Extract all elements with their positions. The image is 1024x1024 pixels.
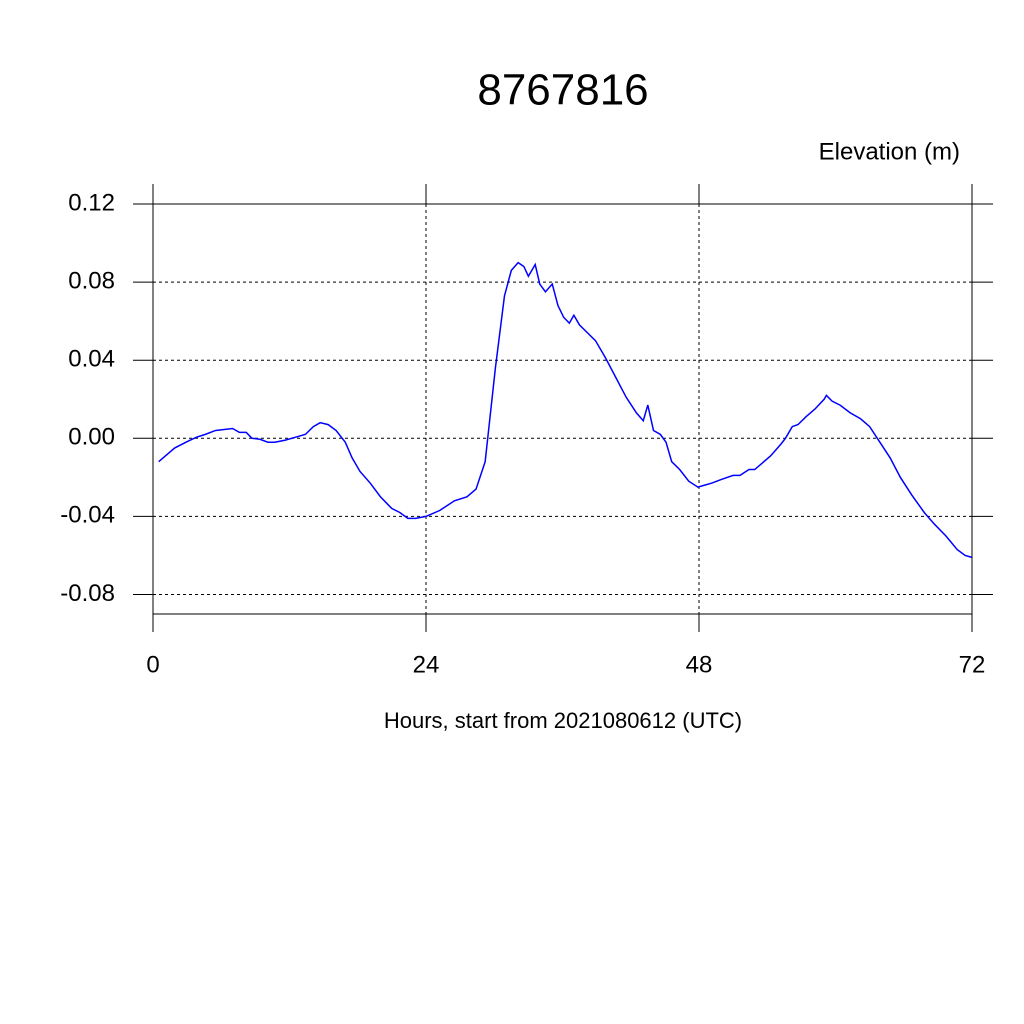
y-tick-label: 0.08 xyxy=(68,267,115,294)
y-tick-label: 0.12 xyxy=(68,189,115,216)
y-tick-label: -0.08 xyxy=(60,580,115,607)
x-tick-label: 0 xyxy=(146,651,159,678)
x-tick-label: 24 xyxy=(413,651,440,678)
y-tick-label: 0.04 xyxy=(68,346,115,373)
chart-subtitle: Elevation (m) xyxy=(819,138,960,165)
x-axis-label: Hours, start from 2021080612 (UTC) xyxy=(384,708,742,733)
x-tick-label: 48 xyxy=(686,651,713,678)
x-tick-label: 72 xyxy=(959,651,986,678)
y-tick-label: 0.00 xyxy=(68,424,115,451)
y-tick-label: -0.04 xyxy=(60,502,115,529)
chart-title: 8767816 xyxy=(477,66,648,115)
plot-frame xyxy=(152,203,973,615)
data-line xyxy=(158,261,973,559)
